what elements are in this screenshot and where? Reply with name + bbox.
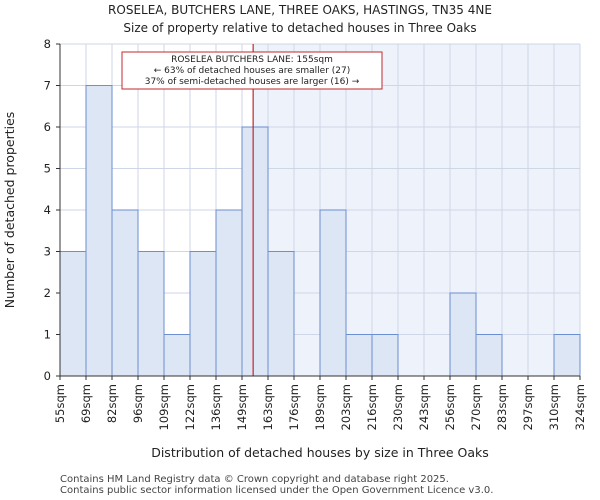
- x-tick-label: 122sqm: [183, 384, 197, 430]
- histogram-bar: [85, 85, 113, 377]
- y-tick-label: 8: [44, 37, 51, 51]
- chart-subtitle: Size of property relative to detached ho…: [123, 21, 476, 35]
- footer-copyright: Contains HM Land Registry data © Crown c…: [60, 474, 449, 485]
- x-tick-label: 203sqm: [339, 384, 353, 430]
- x-tick-label: 69sqm: [79, 384, 93, 423]
- x-tick-label: 189sqm: [313, 384, 327, 430]
- histogram-bar: [189, 251, 217, 377]
- histogram-bar: [215, 209, 243, 377]
- histogram-bar: [345, 334, 373, 377]
- x-tick-label: 243sqm: [417, 384, 431, 430]
- histogram-bar: [475, 334, 503, 377]
- x-tick-label: 176sqm: [287, 384, 301, 430]
- annotation-line-1: ROSELEA BUTCHERS LANE: 155sqm: [171, 55, 333, 65]
- x-tick-label: 324sqm: [573, 384, 587, 430]
- histogram-bar: [267, 251, 295, 377]
- x-tick-label: 109sqm: [157, 384, 171, 430]
- x-tick-label: 149sqm: [235, 384, 249, 430]
- x-tick-label: 270sqm: [469, 384, 483, 430]
- x-axis-label: Distribution of detached houses by size …: [151, 445, 489, 460]
- histogram-bar: [59, 251, 87, 377]
- histogram-bar: [111, 209, 139, 377]
- histogram-bar: [241, 126, 269, 377]
- y-tick-label: 6: [44, 120, 51, 134]
- histogram-bar: [553, 334, 581, 377]
- annotation-line-2: ← 63% of detached houses are smaller (27…: [154, 66, 351, 76]
- histogram-bar: [449, 292, 477, 377]
- annotation-line-3: 37% of semi-detached houses are larger (…: [145, 77, 360, 87]
- y-tick-label: 0: [44, 369, 51, 383]
- histogram-bar: [319, 209, 347, 377]
- y-axis-label: Number of detached properties: [2, 112, 17, 309]
- x-tick-label: 256sqm: [443, 384, 457, 430]
- x-tick-label: 82sqm: [105, 384, 119, 423]
- y-tick-label: 4: [44, 203, 51, 217]
- annotation-box: [121, 51, 383, 90]
- x-tick-label: 136sqm: [209, 384, 223, 430]
- y-tick-label: 7: [44, 79, 51, 93]
- y-tick-label: 5: [44, 162, 51, 176]
- footer-licence: Contains public sector information licen…: [60, 485, 494, 496]
- x-tick-label: 230sqm: [391, 384, 405, 430]
- y-tick-label: 1: [44, 328, 51, 342]
- histogram-bar: [137, 251, 165, 377]
- x-tick-label: 297sqm: [521, 384, 535, 430]
- x-tick-label: 216sqm: [365, 384, 379, 430]
- histogram-bar: [371, 334, 399, 377]
- y-tick-label: 2: [44, 286, 51, 300]
- x-tick-label: 96sqm: [131, 384, 145, 423]
- chart-title: ROSELEA, BUTCHERS LANE, THREE OAKS, HAST…: [108, 3, 492, 17]
- x-tick-label: 163sqm: [261, 384, 275, 430]
- y-tick-label: 3: [44, 245, 51, 259]
- x-tick-label: 283sqm: [495, 384, 509, 430]
- x-tick-label: 310sqm: [547, 384, 561, 430]
- x-tick-label: 55sqm: [53, 384, 67, 423]
- histogram-bar: [163, 334, 191, 377]
